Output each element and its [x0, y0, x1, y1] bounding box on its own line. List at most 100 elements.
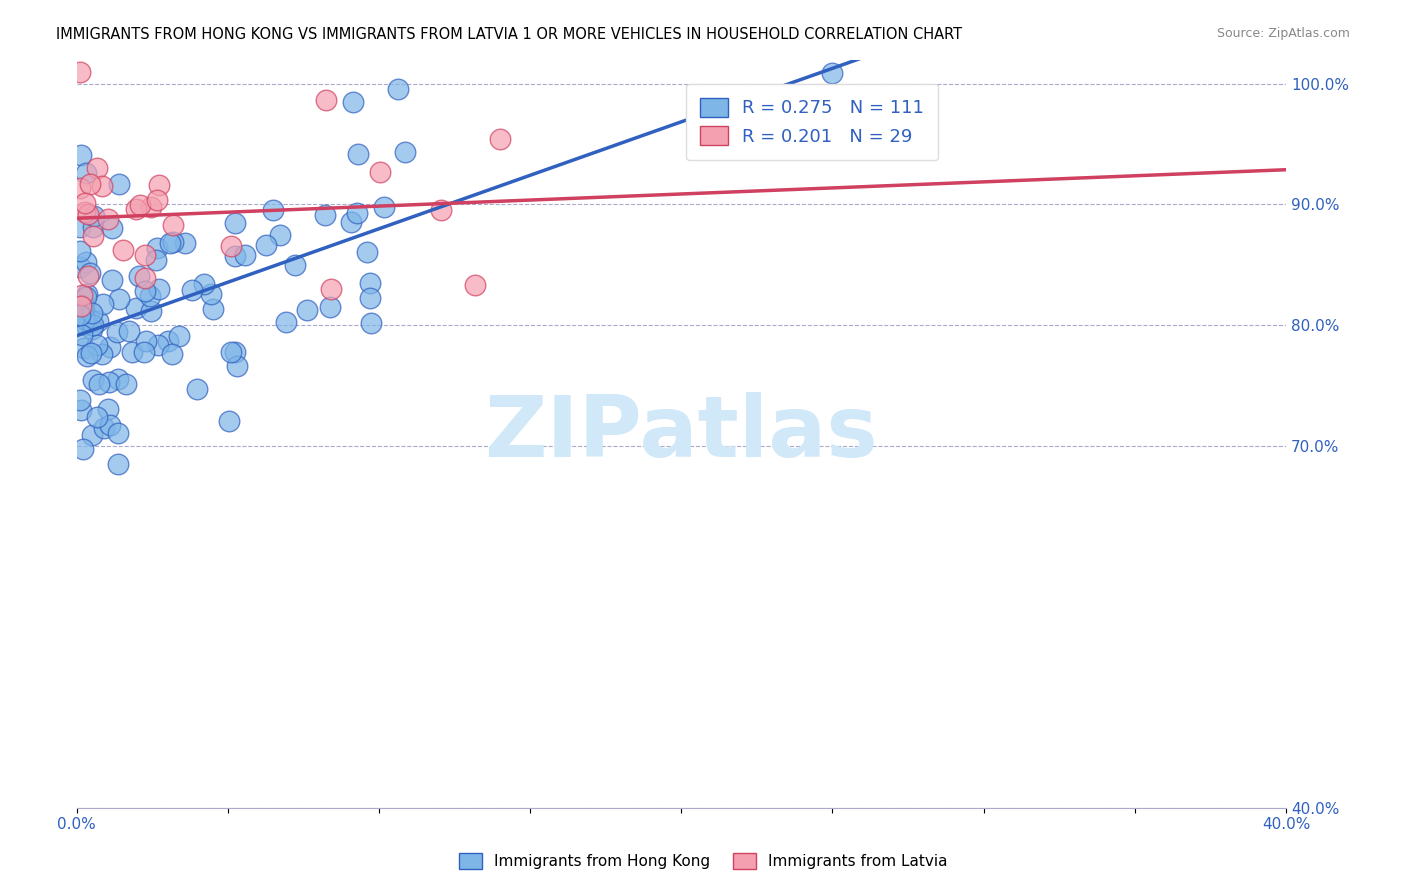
Point [75, 290, 97, 304]
Point [87, 376, 110, 391]
Point [156, 334, 179, 348]
Point [148, 282, 170, 296]
Point [145, 252, 167, 267]
Point [319, 300, 342, 314]
Point [118, 324, 141, 338]
Point [193, 277, 215, 291]
Point [148, 178, 170, 192]
Point [107, 425, 129, 440]
Point [219, 345, 242, 359]
Text: IMMIGRANTS FROM HONG KONG VS IMMIGRANTS FROM LATVIA 1 OR MORE VEHICLES IN HOUSEH: IMMIGRANTS FROM HONG KONG VS IMMIGRANTS … [56, 27, 962, 42]
Point [107, 372, 129, 386]
Point [69, 403, 91, 417]
Point [105, 326, 128, 340]
Point [73, 195, 96, 210]
Point [489, 132, 512, 146]
Point [224, 216, 246, 230]
Point [262, 203, 284, 218]
Point [77, 269, 100, 284]
Point [224, 249, 246, 263]
Point [93, 421, 115, 435]
Point [75, 166, 97, 180]
Point [145, 241, 167, 255]
Point [91, 347, 114, 361]
Point [125, 301, 148, 315]
Point [73, 205, 96, 219]
Text: ZIPatlas: ZIPatlas [485, 392, 879, 475]
Point [181, 283, 204, 297]
Point [86, 161, 108, 175]
Point [319, 282, 342, 296]
Point [430, 202, 453, 217]
Point [339, 215, 361, 229]
Point [69, 297, 91, 311]
Point [160, 346, 183, 360]
Point [162, 218, 184, 232]
Point [134, 248, 156, 262]
Point [82, 373, 104, 387]
Point [72, 328, 94, 343]
Point [73, 312, 96, 326]
Point [69, 219, 91, 234]
Point [98, 375, 121, 389]
Point [356, 245, 378, 260]
Point [73, 341, 96, 355]
Point [114, 376, 136, 391]
Point [75, 318, 97, 332]
Point [370, 165, 392, 179]
Point [98, 417, 121, 432]
Point [134, 345, 156, 359]
Point [821, 66, 844, 80]
Point [139, 289, 162, 303]
Point [159, 235, 181, 250]
Point [90, 179, 112, 194]
Point [76, 207, 98, 221]
Legend: R = 0.275   N = 111, R = 0.201   N = 29: R = 0.275 N = 111, R = 0.201 N = 29 [686, 84, 938, 161]
Point [269, 227, 291, 242]
Point [98, 340, 121, 354]
Point [146, 338, 169, 352]
Point [108, 292, 131, 306]
Point [162, 235, 184, 249]
Point [82, 228, 104, 243]
Point [387, 82, 409, 96]
Point [91, 297, 114, 311]
Point [134, 270, 156, 285]
Point [346, 147, 368, 161]
Point [315, 93, 337, 107]
Point [111, 243, 134, 257]
Point [167, 329, 190, 343]
Point [218, 414, 240, 428]
Point [69, 393, 91, 408]
Point [107, 458, 129, 472]
Point [79, 266, 101, 280]
Point [359, 291, 381, 305]
Point [70, 287, 93, 301]
Point [87, 314, 110, 328]
Point [69, 64, 91, 78]
Legend: Immigrants from Hong Kong, Immigrants from Latvia: Immigrants from Hong Kong, Immigrants fr… [453, 847, 953, 875]
Point [69, 260, 91, 275]
Point [134, 285, 156, 299]
Point [200, 286, 222, 301]
Point [76, 287, 98, 301]
Point [69, 180, 91, 194]
Point [83, 210, 105, 224]
Point [82, 322, 104, 336]
Point [346, 206, 368, 220]
Point [235, 248, 257, 262]
Point [73, 299, 96, 313]
Point [139, 200, 162, 214]
Point [101, 273, 124, 287]
Point [202, 302, 225, 317]
Point [108, 177, 131, 191]
Point [70, 148, 93, 162]
Point [80, 306, 103, 320]
Point [221, 239, 243, 253]
Point [129, 198, 152, 212]
Point [80, 346, 103, 360]
Point [359, 276, 381, 290]
Point [141, 304, 163, 318]
Point [69, 308, 91, 322]
Point [72, 442, 94, 456]
